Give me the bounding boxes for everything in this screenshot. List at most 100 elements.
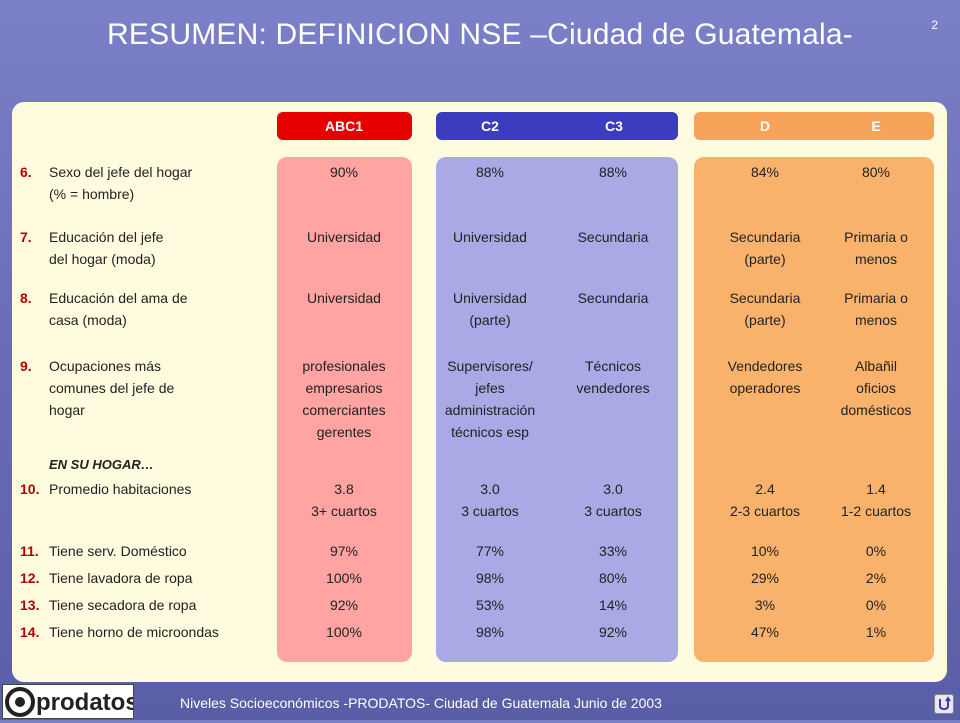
cell-c3: vendedores <box>576 380 650 396</box>
cell-e: Albañil <box>854 358 898 374</box>
cell-abc1: Universidad <box>307 290 381 306</box>
header-e-label: E <box>871 118 881 134</box>
cell-c2: 98% <box>475 624 505 640</box>
cell-e: menos <box>854 312 898 328</box>
cell-d: Secundaria <box>729 290 801 306</box>
cell-abc1: 3+ cuartos <box>311 503 377 519</box>
cell-e: menos <box>854 251 898 267</box>
section-label: EN SU HOGAR… <box>49 457 154 472</box>
row-label: Tiene horno de microondas <box>49 624 219 640</box>
logo-text: prodatos <box>36 689 133 716</box>
cell-e: 1-2 cuartos <box>840 503 912 519</box>
header-abc1-label: ABC1 <box>324 118 364 134</box>
cell-d: 2-3 cuartos <box>729 503 801 519</box>
cell-abc1: profesionales <box>302 358 386 374</box>
de-column <box>694 157 934 662</box>
cell-abc1: Universidad <box>307 229 381 245</box>
row-label: comunes del jefe de <box>49 380 175 396</box>
cell-e: domésticos <box>840 402 912 418</box>
prodatos-logo: prodatos <box>2 684 139 719</box>
cell-abc1: gerentes <box>316 424 372 440</box>
header-de: D E <box>694 112 934 140</box>
cell-c2: 53% <box>475 597 505 613</box>
cell-c2: 3.0 <box>480 481 500 497</box>
row-label: Ocupaciones más <box>49 358 162 374</box>
row-number: 8. <box>20 290 32 306</box>
cell-c2: administración <box>444 402 536 418</box>
cell-c2: Universidad <box>453 229 527 245</box>
cell-e: Primaria o <box>844 290 908 306</box>
row-label: Tiene secadora de ropa <box>49 597 197 613</box>
cell-d: 10% <box>750 543 780 559</box>
cell-e: 1% <box>865 624 887 640</box>
row-label: (% = hombre) <box>49 186 135 202</box>
row-label: casa (moda) <box>49 312 127 328</box>
header-c3-label: C3 <box>605 118 623 134</box>
abc1-column <box>277 157 412 662</box>
row-number: 9. <box>20 358 32 374</box>
cell-e: 0% <box>865 543 887 559</box>
cell-c3: Técnicos <box>584 358 642 374</box>
cell-c3: 92% <box>598 624 628 640</box>
cell-c3: 3 cuartos <box>584 503 642 519</box>
row-number: 6. <box>20 164 32 180</box>
row-label: Promedio habitaciones <box>49 481 192 497</box>
row-label: del hogar (moda) <box>49 251 156 267</box>
cell-c3: 3.0 <box>603 481 623 497</box>
cell-c2: técnicos esp <box>451 424 529 440</box>
header-c2-label: C2 <box>481 118 499 134</box>
cell-c3: Secundaria <box>577 229 649 245</box>
cell-c2: Supervisores/ <box>447 358 533 374</box>
cell-c2: 77% <box>475 543 505 559</box>
cell-e: 1.4 <box>866 481 886 497</box>
row-label: hogar <box>49 402 85 418</box>
row-number: 12. <box>20 570 40 586</box>
cell-abc1: 90% <box>329 164 359 180</box>
cell-c3: 14% <box>598 597 628 613</box>
cell-abc1: empresarios <box>305 380 383 396</box>
c-column <box>436 157 678 662</box>
cell-d: Secundaria <box>729 229 801 245</box>
row-label: Tiene serv. Doméstico <box>49 543 187 559</box>
cell-d: (parte) <box>744 312 786 328</box>
cell-abc1: 92% <box>329 597 359 613</box>
cell-abc1: 97% <box>329 543 359 559</box>
cell-e: 0% <box>865 597 887 613</box>
cell-c2: (parte) <box>469 312 511 328</box>
cell-e: oficios <box>856 380 896 396</box>
cell-c3: 80% <box>598 570 628 586</box>
cell-d: 2.4 <box>755 481 775 497</box>
page-number: 2 <box>931 18 938 32</box>
header-c: C2 C3 <box>436 112 678 140</box>
cell-d: operadores <box>729 380 801 396</box>
header-abc1: ABC1 <box>277 112 412 140</box>
cell-c2: jefes <box>475 380 505 396</box>
row-number: 11. <box>20 543 39 559</box>
cell-d: (parte) <box>744 251 786 267</box>
row-label: Tiene lavadora de ropa <box>49 570 193 586</box>
cell-abc1: 3.8 <box>334 481 354 497</box>
cell-abc1: 100% <box>326 570 362 586</box>
row-number: 10. <box>20 481 40 497</box>
row-number: 13. <box>20 597 40 613</box>
cell-d: Vendedores <box>727 358 803 374</box>
row-label: Educación del jefe <box>49 229 164 245</box>
row-number: 7. <box>20 229 32 245</box>
cell-c2: 98% <box>475 570 505 586</box>
cell-d: 47% <box>750 624 780 640</box>
row-label: Educación del ama de <box>49 290 188 306</box>
row-number: 14. <box>20 624 40 640</box>
cell-d: 84% <box>750 164 780 180</box>
cell-c2: 88% <box>475 164 505 180</box>
header-d-label: D <box>759 118 771 134</box>
row-label: Sexo del jefe del hogar <box>49 164 193 180</box>
cell-c2: Universidad <box>453 290 527 306</box>
cell-c2: 3 cuartos <box>461 503 519 519</box>
cell-d: 3% <box>754 597 776 613</box>
cell-c3: Secundaria <box>577 290 649 306</box>
slide-title: RESUMEN: DEFINICION NSE –Ciudad de Guate… <box>107 18 853 51</box>
return-icon[interactable] <box>934 694 954 714</box>
footer-text: Niveles Socioeconómicos -PRODATOS- Ciuda… <box>180 695 662 711</box>
cell-d: 29% <box>750 570 780 586</box>
cell-e: 2% <box>865 570 887 586</box>
